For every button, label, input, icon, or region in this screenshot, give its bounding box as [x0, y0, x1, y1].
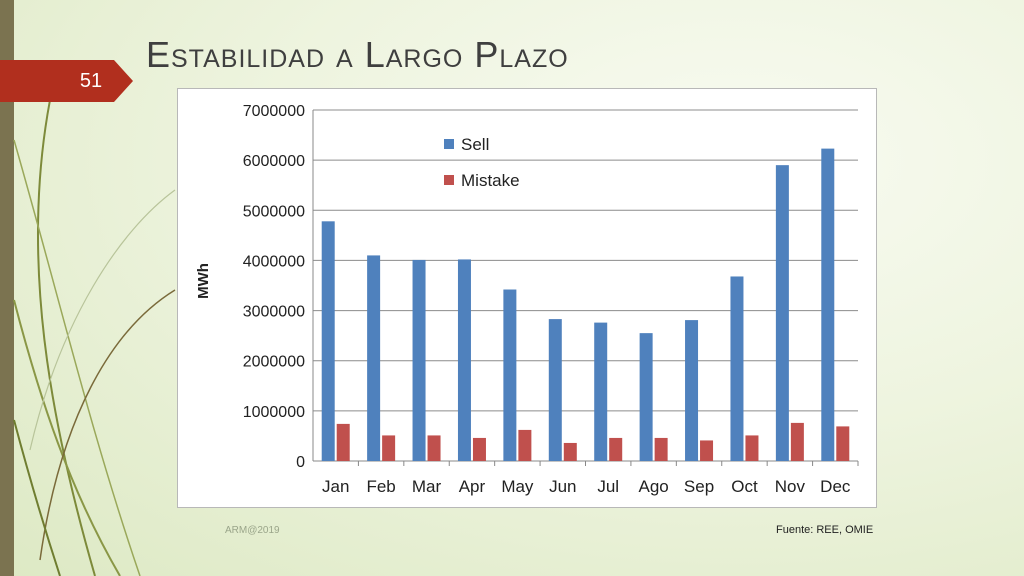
legend-swatch-mistake — [444, 175, 454, 185]
y-tick-label: 4000000 — [243, 253, 305, 270]
bar-chart: 0 1000000 2000000 3000000 4000000 5000000 6000… — [195, 103, 859, 496]
bar-sell-nov — [775, 165, 789, 461]
x-tick-label: Apr — [459, 477, 486, 496]
bar-mistake-dec — [836, 426, 850, 461]
x-tick-label: Sep — [684, 477, 714, 496]
bar-sell-dec — [821, 148, 835, 462]
legend-label-mistake: Mistake — [461, 171, 520, 190]
x-tick-label: Jan — [322, 477, 349, 496]
x-tick-label: Nov — [775, 477, 806, 496]
y-tick-label: 6000000 — [243, 153, 305, 170]
y-axis-ticks: 0 1000000 2000000 3000000 4000000 5000000 6000… — [243, 103, 305, 471]
footer-source: Fuente: REE, OMIE — [776, 524, 874, 536]
bar-sell-jun — [548, 319, 562, 461]
y-tick-label: 2000000 — [243, 354, 305, 371]
x-axis-ticks: Jan Feb Mar Apr May Jun Jul Ago Sep Oct Nov Dec — [322, 461, 859, 496]
decorative-curves — [13, 99, 176, 576]
bar-sell-jul — [594, 322, 608, 461]
bar-mistake-jul — [609, 437, 623, 461]
y-tick-label: 0 — [296, 454, 305, 471]
bar-sell-oct — [730, 276, 744, 461]
bar-mistake-oct — [745, 435, 759, 461]
bar-mistake-ago — [654, 437, 668, 461]
bar-mistake-mar — [427, 435, 441, 461]
x-tick-label: Dec — [820, 477, 851, 496]
x-tick-label: May — [501, 477, 534, 496]
bar-mistake-sep — [700, 440, 714, 461]
legend: Sell Mistake — [444, 135, 520, 190]
bars — [321, 148, 850, 462]
x-tick-label: Feb — [366, 477, 395, 496]
bar-mistake-jun — [563, 442, 577, 461]
legend-swatch-sell — [444, 139, 454, 149]
legend-label-sell: Sell — [461, 135, 489, 154]
footer-copyright: ARM@2019 — [225, 525, 280, 536]
bar-mistake-jan — [336, 423, 350, 461]
bar-sell-mar — [412, 259, 426, 461]
x-tick-label: Jun — [549, 477, 576, 496]
bar-sell-apr — [457, 259, 471, 461]
x-tick-label: Ago — [639, 477, 669, 496]
bar-mistake-apr — [472, 437, 486, 461]
slide-number: 51 — [79, 70, 103, 92]
y-tick-label: 3000000 — [243, 304, 305, 321]
bar-sell-feb — [367, 255, 381, 461]
bar-mistake-nov — [790, 422, 804, 461]
bar-sell-may — [503, 289, 517, 461]
bar-sell-sep — [685, 320, 699, 461]
chart-container: 0 1000000 2000000 3000000 4000000 5000000 6000… — [177, 88, 877, 508]
x-tick-label: Oct — [731, 477, 758, 496]
bar-sell-ago — [639, 333, 653, 461]
y-axis-label: MWh — [195, 263, 212, 299]
x-tick-label: Mar — [412, 477, 442, 496]
y-tick-label: 1000000 — [243, 404, 305, 421]
y-tick-label: 5000000 — [243, 203, 305, 220]
slide-title: Estabilidad a Largo Plazo — [146, 34, 569, 75]
y-tick-label: 7000000 — [243, 103, 305, 120]
bar-sell-jan — [321, 221, 335, 461]
bar-mistake-feb — [382, 435, 396, 461]
x-tick-label: Jul — [597, 477, 619, 496]
slide-number-tab — [0, 60, 133, 102]
bar-mistake-may — [518, 429, 532, 461]
left-accent-bar — [0, 0, 14, 576]
gridlines — [312, 109, 858, 462]
